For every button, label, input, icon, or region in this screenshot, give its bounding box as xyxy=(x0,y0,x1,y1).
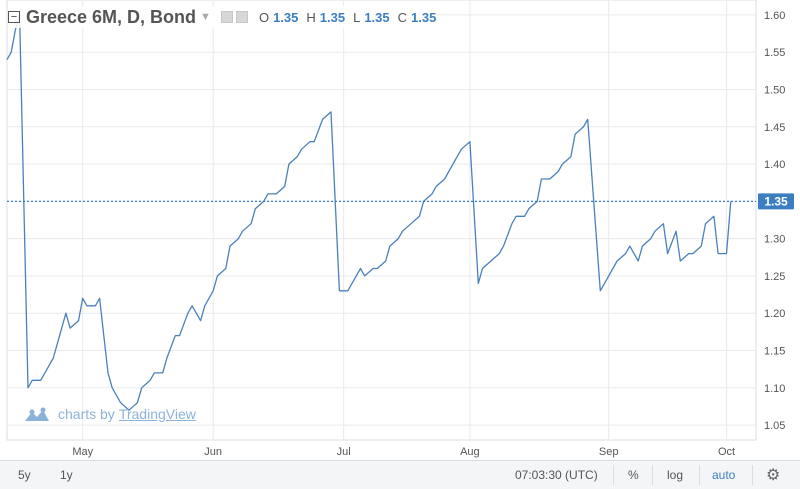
range-1y-button[interactable]: 1y xyxy=(60,468,73,482)
low-label: L xyxy=(353,9,361,25)
plot-area-border xyxy=(6,0,757,441)
y-tick-label: 1.10 xyxy=(764,383,785,395)
toolbar-divider xyxy=(613,465,614,485)
chart-header: − Greece 6M, D, Bond ▼ O 1.35 H 1.35 L 1.35… xyxy=(8,6,437,28)
bottom-toolbar: 5y 1y 07:03:30 (UTC) % log auto ⚙ xyxy=(0,460,800,489)
auto-scale-button[interactable]: auto xyxy=(712,468,736,482)
y-tick-label: 1.60 xyxy=(764,10,785,22)
settings-icon[interactable] xyxy=(235,11,248,23)
tradingview-logo-icon xyxy=(25,407,49,421)
settings-icon[interactable] xyxy=(220,11,233,23)
x-tick-label: Jul xyxy=(337,446,351,458)
collapse-icon[interactable]: − xyxy=(8,11,20,23)
y-tick-label: 1.30 xyxy=(764,234,785,246)
open-value: 1.35 xyxy=(273,9,299,25)
gear-icon[interactable]: ⚙ xyxy=(766,467,781,484)
y-tick-label: 1.25 xyxy=(764,271,785,283)
svg-text:1.35: 1.35 xyxy=(764,194,788,208)
watermark-brand-link[interactable]: TradingView xyxy=(118,406,196,422)
close-value: 1.35 xyxy=(411,9,437,25)
percent-scale-button[interactable]: % xyxy=(628,468,639,482)
toolbar-divider xyxy=(699,465,700,485)
watermark[interactable]: charts by TradingView xyxy=(24,406,196,422)
symbol-title[interactable]: Greece 6M, D, Bond xyxy=(26,6,197,27)
x-tick-label: Jun xyxy=(204,446,222,458)
y-axis[interactable]: 1.05 1.10 1.15 1.20 1.25 1.30 1.35 1.40 1.45 1.50… xyxy=(764,10,785,432)
price-line xyxy=(6,14,732,411)
chevron-down-icon[interactable]: ▼ xyxy=(200,11,211,23)
x-tick-label: Oct xyxy=(718,446,735,458)
open-label: O xyxy=(258,9,270,25)
utc-clock[interactable]: 07:03:30 (UTC) xyxy=(515,468,598,482)
log-scale-button[interactable]: log xyxy=(667,468,684,482)
x-tick-label: Aug xyxy=(460,446,480,458)
high-value: 1.35 xyxy=(319,9,346,25)
watermark-text: charts by xyxy=(58,406,115,422)
x-tick-label: Sep xyxy=(599,446,619,458)
close-label: C xyxy=(397,9,408,25)
high-label: H xyxy=(306,9,316,25)
last-price-label: 1.35 xyxy=(758,193,794,210)
x-axis[interactable]: May Jun Jul Aug Sep Oct xyxy=(72,446,735,458)
toolbar-divider xyxy=(652,465,653,485)
y-tick-label: 1.55 xyxy=(764,47,785,59)
y-tick-label: 1.40 xyxy=(764,159,785,171)
y-tick-label: 1.05 xyxy=(764,420,785,432)
x-tick-label: May xyxy=(72,446,93,458)
y-tick-label: 1.45 xyxy=(764,122,785,134)
y-tick-label: 1.20 xyxy=(764,308,785,320)
range-5y-button[interactable]: 5y xyxy=(18,468,31,482)
y-tick-label: 1.15 xyxy=(764,346,785,358)
y-tick-label: 1.50 xyxy=(764,84,785,96)
series-line xyxy=(6,14,732,411)
toolbar-divider xyxy=(752,465,753,485)
low-value: 1.35 xyxy=(364,9,390,25)
